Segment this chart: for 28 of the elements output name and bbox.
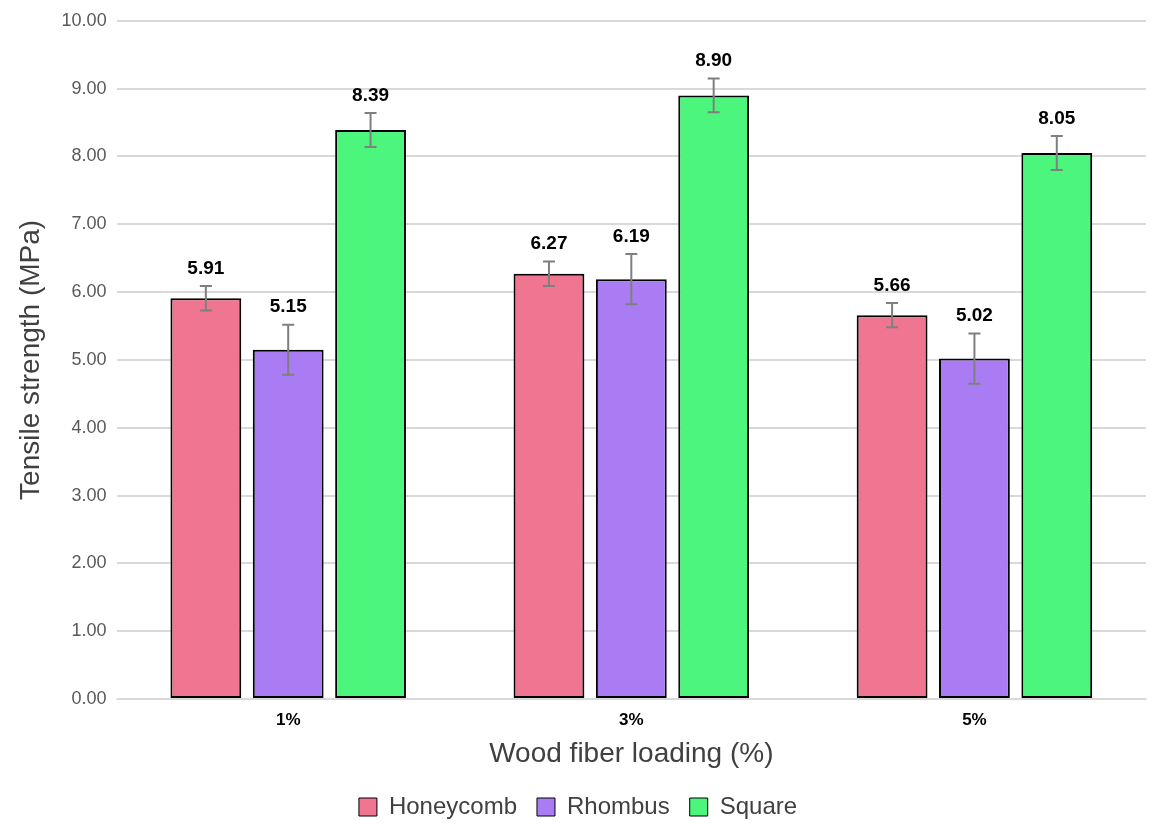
y-tick-label: 3.00 [71, 484, 107, 505]
x-tick-label: 3% [619, 709, 644, 729]
y-tick-label: 7.00 [71, 213, 107, 234]
y-axis-title: Tensile strength (MPa) [13, 219, 45, 500]
data-label: 6.27 [530, 232, 568, 254]
legend-label: Rhombus [566, 791, 670, 819]
data-label: 5.66 [873, 273, 911, 295]
y-tick-label: 0.00 [71, 687, 107, 708]
data-label: 5.91 [187, 256, 225, 278]
y-tick-label: 5.00 [71, 348, 107, 369]
y-tick-label: 8.00 [71, 145, 107, 166]
y-tick-label: 1.00 [71, 620, 107, 641]
y-tick-label: 2.00 [71, 552, 107, 573]
y-tick-label: 10.00 [61, 9, 107, 30]
data-label: 8.39 [352, 83, 390, 105]
x-tick-label: 5% [962, 709, 987, 729]
y-tick-label: 9.00 [71, 77, 107, 98]
data-label: 8.90 [695, 49, 733, 71]
data-label: 6.19 [612, 224, 650, 246]
legend-label: Honeycomb [388, 791, 517, 819]
y-tick-label: 4.00 [71, 416, 107, 437]
data-label: 5.02 [955, 304, 993, 326]
data-label: 8.05 [1038, 106, 1076, 128]
x-tick-label: 1% [275, 709, 301, 729]
y-tick-label: 6.00 [71, 281, 107, 302]
x-axis-title: Wood fiber loading (%) [489, 736, 774, 768]
data-label: 5.15 [269, 295, 308, 317]
legend-label: Square [719, 791, 798, 819]
